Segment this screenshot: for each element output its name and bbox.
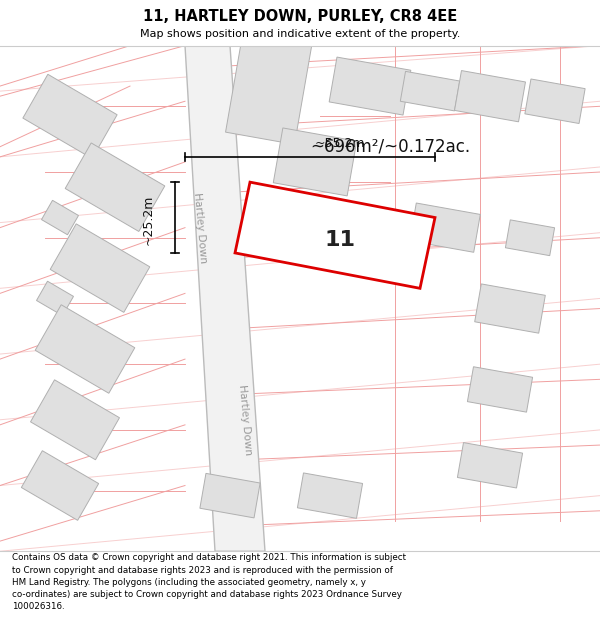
Polygon shape — [50, 224, 150, 312]
Polygon shape — [457, 442, 523, 488]
Text: Hartley Down: Hartley Down — [237, 384, 253, 456]
Polygon shape — [23, 74, 117, 159]
Text: 11: 11 — [325, 230, 355, 250]
Text: Map shows position and indicative extent of the property.: Map shows position and indicative extent… — [140, 29, 460, 39]
Text: Contains OS data © Crown copyright and database right 2021. This information is : Contains OS data © Crown copyright and d… — [12, 554, 406, 611]
Polygon shape — [235, 182, 435, 288]
Polygon shape — [410, 203, 481, 252]
Polygon shape — [31, 380, 119, 460]
Text: 11, HARTLEY DOWN, PURLEY, CR8 4EE: 11, HARTLEY DOWN, PURLEY, CR8 4EE — [143, 9, 457, 24]
Polygon shape — [298, 473, 362, 518]
Polygon shape — [525, 79, 585, 124]
Polygon shape — [329, 57, 411, 115]
Polygon shape — [273, 128, 357, 196]
Text: Hartley Down: Hartley Down — [192, 192, 208, 263]
Polygon shape — [400, 71, 460, 111]
Polygon shape — [226, 18, 314, 144]
Polygon shape — [475, 284, 545, 333]
Text: ~25.2m: ~25.2m — [142, 194, 155, 245]
Text: ~696m²/~0.172ac.: ~696m²/~0.172ac. — [310, 138, 470, 156]
Polygon shape — [37, 281, 73, 316]
Polygon shape — [505, 220, 554, 256]
Polygon shape — [22, 451, 98, 521]
Polygon shape — [41, 201, 79, 235]
Text: ~55.2m: ~55.2m — [315, 137, 365, 149]
Polygon shape — [455, 71, 526, 122]
Polygon shape — [65, 143, 165, 231]
Polygon shape — [200, 473, 260, 518]
Polygon shape — [467, 367, 533, 412]
Polygon shape — [185, 46, 265, 551]
Polygon shape — [35, 305, 135, 393]
